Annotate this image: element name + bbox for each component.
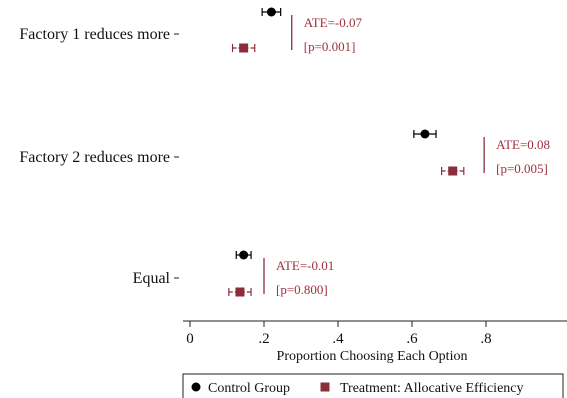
treatment-point — [448, 166, 458, 176]
ate-value: ATE=0.08 — [496, 137, 550, 152]
legend-control-label: Control Group — [208, 381, 290, 396]
plot-series — [228, 7, 465, 297]
ate-annotations: ATE=-0.07 [p=0.001] ATE=0.08 [p=0.005] ATE=-… — [263, 15, 550, 297]
control-point — [266, 7, 276, 17]
ate-p-value: [p=0.800] — [276, 282, 328, 297]
x-axis-title: Proportion Choosing Each Option — [277, 349, 468, 364]
x-tick-label: .4 — [332, 331, 344, 347]
x-tick-label: .8 — [480, 331, 491, 347]
category-label: Factory 2 reduces more — [19, 149, 170, 166]
treatment-point — [235, 287, 245, 297]
category-label: Factory 1 reduces more — [19, 26, 170, 43]
control-point — [420, 129, 430, 139]
legend-control-marker — [191, 382, 201, 392]
ate-value: ATE=-0.01 — [276, 258, 334, 273]
x-tick-label: .2 — [258, 331, 269, 347]
control-point — [239, 250, 249, 260]
ate-p-value: [p=0.005] — [496, 161, 548, 176]
x-axis: 0 .2 .4 .6 .8 — [183, 320, 567, 347]
ate-value: ATE=-0.07 — [304, 15, 363, 30]
legend-treatment-marker — [320, 382, 330, 392]
legend-treatment-label: Treatment: Allocative Efficiency — [340, 381, 524, 396]
ate-p-value: [p=0.001] — [304, 39, 356, 54]
x-tick-label: 0 — [186, 331, 194, 347]
category-label: Equal — [133, 270, 171, 287]
x-tick-label: .6 — [406, 331, 418, 347]
y-category-labels: Factory 1 reduces more Factory 2 reduces … — [19, 26, 179, 287]
treatment-point — [239, 43, 249, 53]
legend: Control Group Treatment: Allocative Effic… — [182, 373, 564, 398]
legend-box — [182, 373, 564, 398]
